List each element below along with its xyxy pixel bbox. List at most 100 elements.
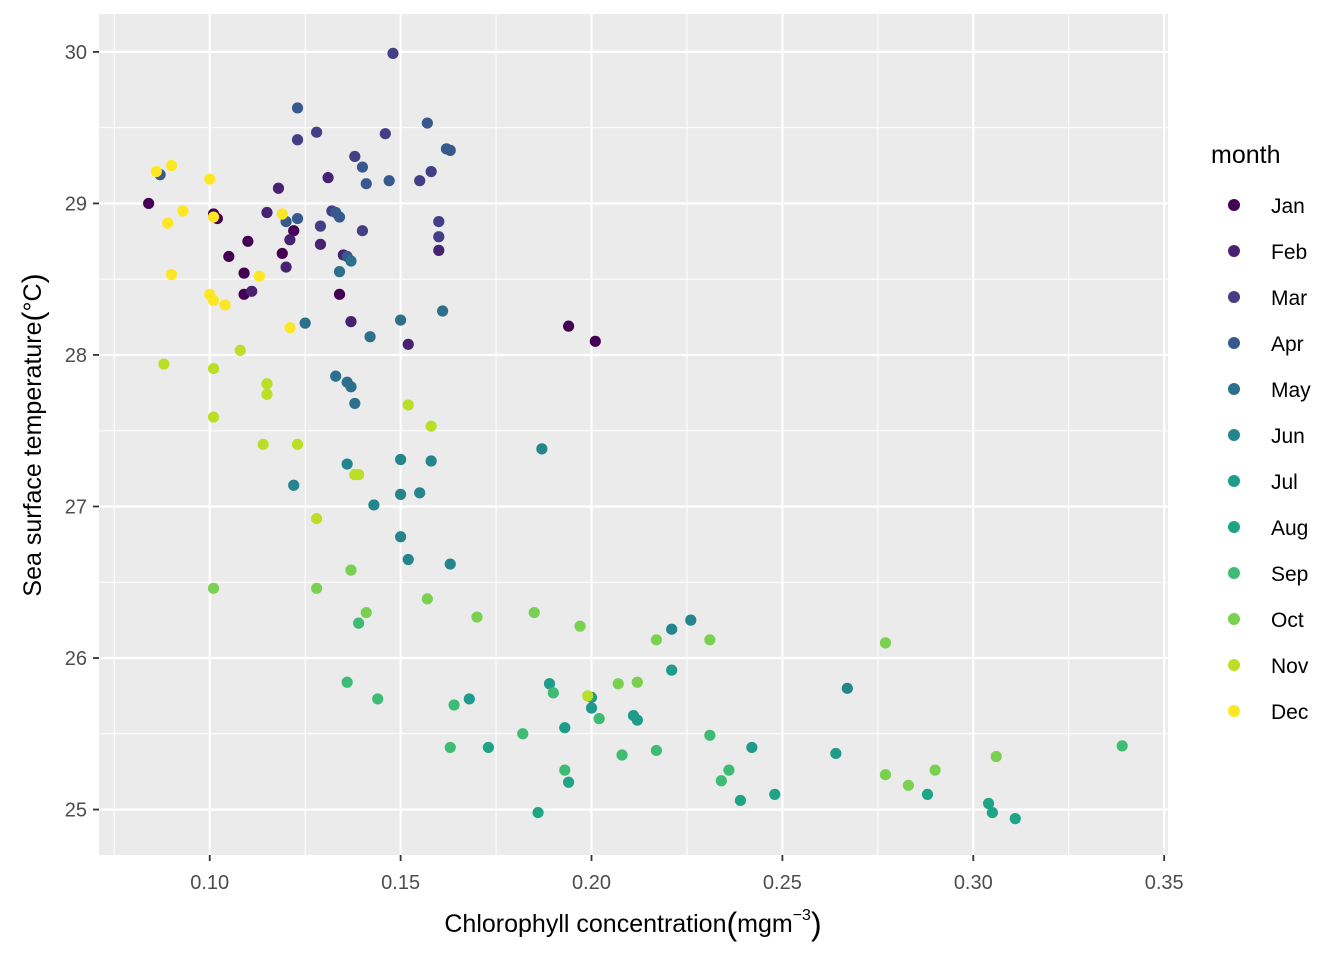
point-may-6 bbox=[349, 397, 361, 410]
point-dec-5 bbox=[204, 173, 216, 185]
point-oct-13 bbox=[879, 769, 892, 781]
y-tick-label-0: 25 bbox=[65, 800, 87, 822]
legend-label-may: May bbox=[1271, 379, 1311, 402]
point-dec-10 bbox=[253, 270, 265, 282]
data-points bbox=[143, 47, 1128, 825]
point-may-0 bbox=[299, 317, 311, 329]
x-tick-label-0: 0.10 bbox=[190, 872, 229, 894]
point-oct-7 bbox=[574, 620, 586, 632]
point-jul-0 bbox=[463, 693, 475, 705]
point-sep-9 bbox=[616, 749, 628, 761]
point-may-1 bbox=[330, 370, 342, 382]
point-dec-3 bbox=[165, 269, 178, 281]
point-nov-6 bbox=[261, 388, 273, 400]
point-nov-5 bbox=[261, 378, 273, 390]
point-nov-4 bbox=[257, 438, 269, 450]
point-oct-5 bbox=[471, 611, 483, 623]
point-sep-2 bbox=[372, 693, 384, 705]
point-nov-11 bbox=[402, 399, 414, 411]
plot-panel bbox=[99, 14, 1168, 855]
point-jan-7 bbox=[276, 247, 288, 260]
point-oct-12 bbox=[879, 637, 892, 649]
point-oct-0 bbox=[207, 582, 220, 594]
y-axis: 25 26 27 28 29 30 bbox=[65, 42, 99, 822]
legend: Jan Feb Mar Apr May Jun Jul Aug Sep Oct Nov Dec bbox=[1228, 195, 1311, 724]
point-jan-4 bbox=[238, 267, 250, 279]
point-sep-5 bbox=[517, 728, 529, 740]
point-aug-2 bbox=[562, 776, 575, 788]
point-dec-7 bbox=[207, 294, 220, 306]
point-feb-6 bbox=[322, 172, 334, 184]
point-nov-13 bbox=[582, 690, 594, 702]
point-may-8 bbox=[395, 314, 407, 326]
point-feb-5 bbox=[314, 238, 327, 250]
point-may-7 bbox=[364, 331, 376, 343]
point-may-5 bbox=[345, 255, 357, 267]
point-sep-3 bbox=[444, 741, 456, 754]
point-jun-9 bbox=[444, 558, 456, 570]
point-feb-9 bbox=[402, 338, 414, 350]
legend-label-jun: Jun bbox=[1271, 425, 1305, 448]
point-dec-12 bbox=[284, 322, 296, 334]
point-feb-8 bbox=[345, 316, 357, 328]
point-jul-8 bbox=[746, 741, 758, 754]
point-sep-11 bbox=[704, 729, 716, 741]
point-sep-12 bbox=[715, 775, 727, 787]
legend-label-oct: Oct bbox=[1271, 609, 1304, 632]
point-jan-6 bbox=[242, 235, 254, 247]
legend-label-jul: Jul bbox=[1271, 471, 1298, 494]
point-aug-7 bbox=[986, 806, 998, 819]
legend-label-feb: Feb bbox=[1271, 241, 1307, 264]
point-sep-10 bbox=[650, 744, 663, 757]
legend-key-jul bbox=[1228, 475, 1240, 487]
point-nov-12 bbox=[425, 420, 437, 432]
legend-key-may bbox=[1228, 383, 1240, 395]
x-tick-label-2: 0.20 bbox=[572, 872, 611, 894]
point-aug-6 bbox=[982, 797, 995, 810]
point-jun-8 bbox=[425, 455, 437, 467]
point-jan-0 bbox=[143, 197, 155, 210]
point-nov-3 bbox=[234, 344, 246, 356]
point-feb-4 bbox=[284, 234, 296, 246]
legend-key-mar bbox=[1228, 291, 1240, 303]
point-oct-3 bbox=[360, 606, 372, 619]
point-jun-1 bbox=[341, 458, 353, 470]
point-apr-5 bbox=[333, 211, 346, 223]
point-mar-7 bbox=[387, 47, 399, 59]
point-mar-9 bbox=[425, 165, 437, 178]
point-mar-1 bbox=[311, 126, 323, 138]
point-nov-1 bbox=[207, 362, 220, 375]
point-jul-7 bbox=[666, 664, 678, 676]
point-mar-11 bbox=[433, 215, 445, 228]
point-apr-9 bbox=[383, 175, 395, 187]
point-apr-12 bbox=[444, 144, 456, 156]
point-oct-14 bbox=[902, 779, 914, 791]
point-dec-1 bbox=[162, 217, 174, 229]
point-mar-5 bbox=[356, 225, 369, 237]
point-nov-0 bbox=[158, 358, 170, 370]
point-jun-12 bbox=[685, 614, 697, 626]
point-dec-2 bbox=[165, 159, 178, 172]
point-sep-0 bbox=[341, 676, 353, 688]
point-dec-11 bbox=[276, 208, 288, 220]
legend-label-nov: Nov bbox=[1271, 655, 1309, 678]
point-sep-7 bbox=[559, 764, 571, 776]
point-jun-13 bbox=[841, 682, 853, 694]
y-tick-label-1: 26 bbox=[65, 648, 87, 670]
point-nov-8 bbox=[311, 513, 323, 525]
point-jun-6 bbox=[402, 553, 414, 566]
point-dec-8 bbox=[207, 211, 220, 223]
point-nov-7 bbox=[291, 438, 304, 450]
point-mar-6 bbox=[379, 128, 391, 140]
point-oct-16 bbox=[990, 750, 1002, 763]
legend-label-sep: Sep bbox=[1271, 563, 1308, 586]
point-sep-1 bbox=[353, 617, 365, 629]
point-may-9 bbox=[437, 305, 449, 317]
point-jun-0 bbox=[288, 479, 300, 491]
point-jun-3 bbox=[395, 453, 407, 466]
y-tick-label-3: 28 bbox=[65, 345, 87, 367]
point-sep-13 bbox=[723, 764, 735, 776]
grid-major bbox=[99, 14, 1168, 855]
point-jun-7 bbox=[414, 487, 426, 499]
